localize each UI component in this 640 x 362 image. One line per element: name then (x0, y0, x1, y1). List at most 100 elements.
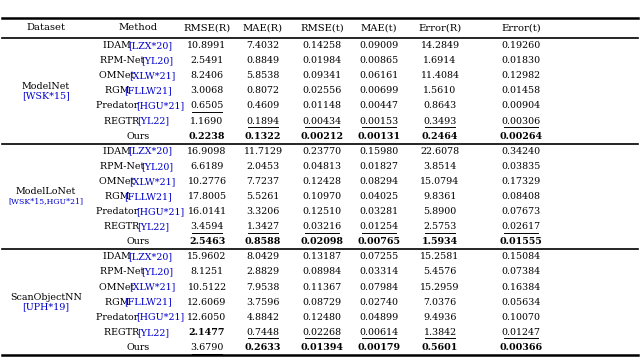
Text: 0.4609: 0.4609 (246, 101, 280, 110)
Text: [HGU*21]: [HGU*21] (136, 101, 184, 110)
Text: 0.01394: 0.01394 (301, 343, 344, 352)
Text: 5.8900: 5.8900 (424, 207, 456, 216)
Text: 3.4594: 3.4594 (190, 222, 224, 231)
Text: 6.6189: 6.6189 (190, 162, 224, 171)
Text: 0.8072: 0.8072 (246, 86, 280, 95)
Text: 0.1322: 0.1322 (244, 132, 281, 140)
Text: 3.0068: 3.0068 (190, 86, 223, 95)
Text: 0.1894: 0.1894 (246, 117, 280, 126)
Text: RMSE(t): RMSE(t) (300, 24, 344, 33)
Text: Predator: Predator (96, 207, 141, 216)
Text: 0.23770: 0.23770 (303, 147, 342, 156)
Text: 0.01984: 0.01984 (303, 56, 342, 65)
Text: 0.05634: 0.05634 (501, 298, 541, 307)
Text: [HGU*21]: [HGU*21] (136, 207, 184, 216)
Text: 15.9602: 15.9602 (188, 252, 227, 261)
Text: 2.5753: 2.5753 (423, 222, 457, 231)
Text: 0.00131: 0.00131 (357, 132, 401, 140)
Text: 0.19260: 0.19260 (501, 41, 541, 50)
Text: 0.08294: 0.08294 (360, 177, 399, 186)
Text: 8.1251: 8.1251 (191, 268, 223, 277)
Text: 0.8588: 0.8588 (245, 237, 281, 246)
Text: 1.5610: 1.5610 (424, 86, 456, 95)
Text: 2.5491: 2.5491 (190, 56, 223, 65)
Text: 0.2238: 0.2238 (189, 132, 225, 140)
Text: 1.6914: 1.6914 (424, 56, 456, 65)
Text: ScanObjectNN: ScanObjectNN (10, 293, 82, 302)
Text: 3.7596: 3.7596 (246, 298, 280, 307)
Text: 0.01254: 0.01254 (360, 222, 399, 231)
Text: 0.00865: 0.00865 (360, 56, 399, 65)
Text: 1.3842: 1.3842 (424, 328, 456, 337)
Text: 5.4576: 5.4576 (423, 268, 457, 277)
Text: RMSE(R): RMSE(R) (184, 24, 230, 33)
Text: [FLLW21]: [FLLW21] (124, 298, 172, 307)
Text: 0.14258: 0.14258 (303, 41, 342, 50)
Text: 2.1477: 2.1477 (189, 328, 225, 337)
Text: 14.2849: 14.2849 (420, 41, 460, 50)
Text: 1.3427: 1.3427 (246, 222, 280, 231)
Text: 0.01247: 0.01247 (502, 328, 541, 337)
Text: 15.2959: 15.2959 (420, 283, 460, 291)
Text: 12.6050: 12.6050 (188, 313, 227, 322)
Text: 0.07384: 0.07384 (501, 268, 541, 277)
Text: [YL20]: [YL20] (141, 56, 173, 65)
Text: REGTR: REGTR (104, 328, 142, 337)
Text: Method: Method (118, 24, 157, 33)
Text: Error(R): Error(R) (419, 24, 461, 33)
Text: OMNet: OMNet (99, 283, 138, 291)
Text: [LZX*20]: [LZX*20] (128, 147, 172, 156)
Text: 0.03216: 0.03216 (302, 222, 342, 231)
Text: [YL20]: [YL20] (141, 268, 173, 277)
Text: REGTR: REGTR (104, 117, 142, 126)
Text: RGM: RGM (104, 192, 132, 201)
Text: ModelLoNet: ModelLoNet (16, 188, 76, 197)
Text: 3.6790: 3.6790 (190, 343, 224, 352)
Text: [XLW*21]: [XLW*21] (129, 71, 176, 80)
Text: 22.6078: 22.6078 (420, 147, 460, 156)
Text: RPM-Net: RPM-Net (100, 268, 147, 277)
Text: [UPH*19]: [UPH*19] (22, 302, 70, 311)
Text: Error(t): Error(t) (501, 24, 541, 33)
Text: [YL22]: [YL22] (137, 222, 169, 231)
Text: 0.09009: 0.09009 (360, 41, 399, 50)
Text: RPM-Net: RPM-Net (100, 56, 147, 65)
Text: 0.12428: 0.12428 (303, 177, 342, 186)
Text: 2.5463: 2.5463 (189, 237, 225, 246)
Text: 0.01148: 0.01148 (303, 101, 342, 110)
Text: 9.4936: 9.4936 (423, 313, 457, 322)
Text: 0.03314: 0.03314 (360, 268, 399, 277)
Text: 0.02556: 0.02556 (302, 86, 342, 95)
Text: 0.10970: 0.10970 (303, 192, 342, 201)
Text: [LZX*20]: [LZX*20] (128, 252, 172, 261)
Text: 0.00904: 0.00904 (501, 101, 541, 110)
Text: RGM: RGM (104, 86, 132, 95)
Text: 0.00699: 0.00699 (359, 86, 399, 95)
Text: 0.07673: 0.07673 (501, 207, 541, 216)
Text: 2.0453: 2.0453 (246, 162, 280, 171)
Text: 0.03835: 0.03835 (501, 162, 541, 171)
Text: 0.7448: 0.7448 (246, 328, 280, 337)
Text: Ours: Ours (126, 237, 150, 246)
Text: 12.6069: 12.6069 (188, 298, 227, 307)
Text: ModelNet: ModelNet (22, 82, 70, 91)
Text: 0.15980: 0.15980 (360, 147, 399, 156)
Text: 15.0794: 15.0794 (420, 177, 460, 186)
Text: 0.12982: 0.12982 (501, 71, 541, 80)
Text: 0.00264: 0.00264 (499, 132, 543, 140)
Text: 0.03281: 0.03281 (360, 207, 399, 216)
Text: 0.6505: 0.6505 (190, 101, 224, 110)
Text: 5.8538: 5.8538 (246, 71, 280, 80)
Text: 0.11367: 0.11367 (302, 283, 342, 291)
Text: Predator: Predator (96, 101, 141, 110)
Text: [FLLW21]: [FLLW21] (124, 192, 172, 201)
Text: 0.01827: 0.01827 (360, 162, 399, 171)
Text: IDAM: IDAM (103, 147, 134, 156)
Text: 11.7129: 11.7129 (243, 147, 283, 156)
Text: 4.8842: 4.8842 (246, 313, 280, 322)
Text: [LZX*20]: [LZX*20] (128, 41, 172, 50)
Text: 0.07255: 0.07255 (360, 252, 399, 261)
Text: OMNet: OMNet (99, 177, 138, 186)
Text: [YL20]: [YL20] (141, 162, 173, 171)
Text: 0.8849: 0.8849 (246, 56, 280, 65)
